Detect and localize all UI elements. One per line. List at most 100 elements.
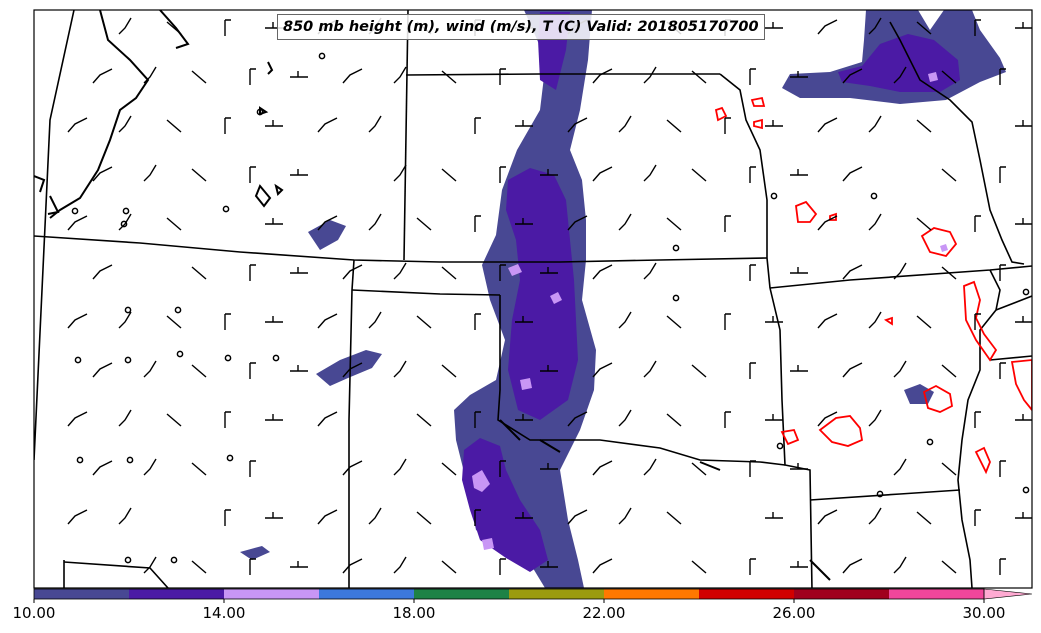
map-title: 850 mb height (m), wind (m/s), T (C) Val… (277, 14, 765, 40)
wind-barb (474, 509, 481, 526)
wind-barb (916, 21, 932, 35)
wind-barb (666, 315, 682, 329)
colorbar-tick-label: 10.00 (13, 604, 56, 622)
colorbar-segment (224, 589, 319, 599)
precipitation-shading (240, 10, 1006, 588)
wind-barb (393, 360, 407, 378)
wind-barb (92, 68, 113, 84)
wind-barb (666, 511, 682, 525)
wind-barb (790, 169, 808, 176)
wind-barb (916, 119, 932, 133)
temperature-contour (963, 280, 998, 362)
wind-barb (643, 164, 657, 182)
wind-barb (765, 120, 783, 127)
wind-barb (317, 313, 338, 329)
wind-barb (249, 460, 256, 477)
wind-barb (416, 315, 432, 329)
state-boundary (63, 561, 169, 588)
wind-barb (515, 512, 533, 519)
wind-barb (224, 117, 231, 134)
wind-barb (643, 262, 657, 280)
wind-barb (618, 311, 632, 329)
wind-barb (143, 458, 157, 476)
wind-barb (724, 117, 731, 134)
colorbar-tick-label: 30.00 (963, 604, 1006, 622)
height-contour (267, 61, 274, 75)
wind-barb (441, 364, 457, 378)
calm-circle (770, 192, 778, 200)
wind-barb (92, 264, 113, 280)
colorbar-outline (33, 588, 985, 600)
height-contour (499, 419, 521, 441)
wind-barb (567, 509, 588, 525)
wind-barb (765, 414, 783, 421)
wind-barb (999, 68, 1006, 85)
map-frame (33, 9, 1033, 589)
wind-barb (592, 460, 613, 476)
calm-circle (126, 456, 134, 464)
wind-barb (567, 411, 588, 427)
wind-barb (941, 462, 957, 476)
wind-barb (916, 217, 932, 231)
wind-barb (249, 68, 256, 85)
calm-circle (672, 294, 680, 302)
colorbar-segment (34, 589, 129, 599)
wind-barb (515, 120, 533, 127)
wind-barb (474, 117, 481, 134)
calm-circle (224, 354, 232, 362)
wind-barb (342, 362, 363, 378)
wind-barb (540, 169, 558, 176)
calm-circle (1022, 486, 1030, 494)
calm-circle (256, 108, 264, 116)
state-boundary (348, 259, 355, 588)
wind-barb (999, 362, 1006, 379)
wind-barb (368, 507, 382, 525)
wind-barb (499, 264, 506, 281)
wind-barb (416, 217, 432, 231)
wind-barb (265, 120, 283, 127)
wind-barb (567, 215, 588, 231)
wind-barb (868, 409, 882, 427)
wind-barb (342, 460, 363, 476)
wind-barb (474, 313, 481, 330)
calm-circle (120, 220, 128, 228)
wind-barb (342, 264, 363, 280)
wind-barb (166, 217, 182, 231)
state-boundary (405, 73, 720, 76)
wind-barb (592, 166, 613, 182)
wind-barb (817, 313, 838, 329)
state-boundary (34, 10, 75, 461)
state-boundary (769, 265, 1032, 289)
wind-barb (143, 360, 157, 378)
wind-barb (540, 463, 558, 470)
calm-circle (71, 207, 79, 215)
calm-circle (672, 244, 680, 252)
wind-barb (416, 413, 432, 427)
wind-barb (724, 215, 731, 232)
colorbar-segment (889, 589, 984, 599)
wind-barb (999, 166, 1006, 183)
wind-barb (749, 166, 756, 183)
wind-barb (166, 119, 182, 133)
state-boundary (957, 269, 1001, 588)
wind-barb (916, 511, 932, 525)
height-contour (274, 183, 284, 196)
wind-barb (317, 509, 338, 525)
calm-circle (926, 438, 934, 446)
calm-circle (74, 356, 82, 364)
calm-circle (122, 207, 130, 215)
precip-region-heavy (482, 538, 494, 550)
height-contour (539, 439, 561, 453)
wind-barb (974, 313, 981, 330)
wind-barb (868, 507, 882, 525)
state-boundary (989, 355, 1032, 361)
colorbar-segment (604, 589, 699, 599)
wind-barb (143, 164, 157, 182)
wind-barb (191, 168, 207, 182)
wind-barb (691, 70, 707, 84)
wind-barb (592, 362, 613, 378)
wind-barb (1015, 22, 1032, 29)
wind-barb (393, 66, 407, 84)
wind-barbs (67, 17, 1032, 575)
wind-barb (842, 362, 863, 378)
